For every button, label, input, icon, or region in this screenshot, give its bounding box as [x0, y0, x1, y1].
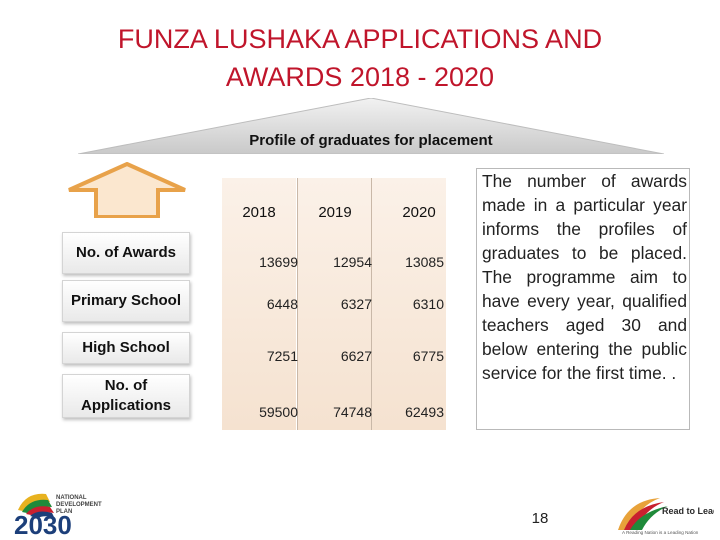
- rtl-title: Read to Lead: [662, 506, 714, 516]
- description-text: The number of awards made in a particula…: [482, 171, 687, 383]
- column-separator: [297, 178, 298, 430]
- cell-awards-2019: 12954: [333, 254, 372, 270]
- cell-primary-2020: 6310: [412, 296, 444, 312]
- cell-applications-2019: 74748: [333, 404, 372, 420]
- banner-text: Profile of graduates for placement: [249, 132, 493, 149]
- cell-awards-2020: 13085: [405, 254, 444, 270]
- flag-swoosh-green: [22, 499, 52, 514]
- title-line-1: FUNZA LUSHAKA APPLICATIONS AND: [117, 24, 603, 54]
- up-arrow-icon: [68, 162, 186, 218]
- cell-primary-2019: 6327: [340, 296, 372, 312]
- flag-swoosh-red: [26, 506, 54, 516]
- cell-primary-2018: 6448: [266, 296, 298, 312]
- row-label-awards: No. of Awards: [62, 232, 190, 274]
- ndp-label-line-1: NATIONAL: [56, 495, 87, 501]
- banner-shape: [78, 98, 664, 154]
- year-header-2018: 2018: [242, 204, 276, 221]
- cell-awards-2018: 13699: [259, 254, 298, 270]
- ndp-label-line-2: DEVELOPMENT: [56, 502, 102, 508]
- year-header-2019: 2019: [318, 204, 352, 221]
- description-box: The number of awards made in a particula…: [476, 168, 690, 430]
- row-label-high-school: High School: [62, 332, 190, 364]
- cell-high-2020: 6775: [412, 348, 444, 364]
- cell-high-2019: 6627: [340, 348, 372, 364]
- col-2018: [222, 178, 296, 430]
- ndp-label-line-3: PLAN: [56, 509, 72, 515]
- rtl-book-arc-green: [630, 506, 668, 530]
- year-header-2020: 2020: [402, 204, 436, 221]
- cell-applications-2018: 59500: [259, 404, 298, 420]
- slide-title: FUNZA LUSHAKA APPLICATIONS AND AWARDS 20…: [60, 20, 660, 96]
- row-label-applications: No. of Applications: [62, 374, 190, 418]
- ndp-2030-logo: NATIONAL DEVELOPMENT PLAN 2030: [14, 493, 102, 536]
- flag-swoosh-blue: [30, 511, 54, 518]
- col-2019: [298, 178, 372, 430]
- title-line-2: AWARDS 2018 - 2020: [225, 62, 495, 92]
- read-to-lead-logo: Read to Lead A Reading Nation is a Leadi…: [618, 498, 714, 535]
- rtl-tagline: A Reading Nation is a Leading Nation: [622, 530, 699, 535]
- column-separator: [371, 178, 372, 430]
- ndp-year: 2030: [14, 510, 72, 536]
- row-label-primary-school: Primary School: [62, 280, 190, 322]
- col-2020: [372, 178, 446, 430]
- cell-applications-2020: 62493: [405, 404, 444, 420]
- page-number: 18: [531, 510, 549, 527]
- cell-high-2018: 7251: [266, 348, 298, 364]
